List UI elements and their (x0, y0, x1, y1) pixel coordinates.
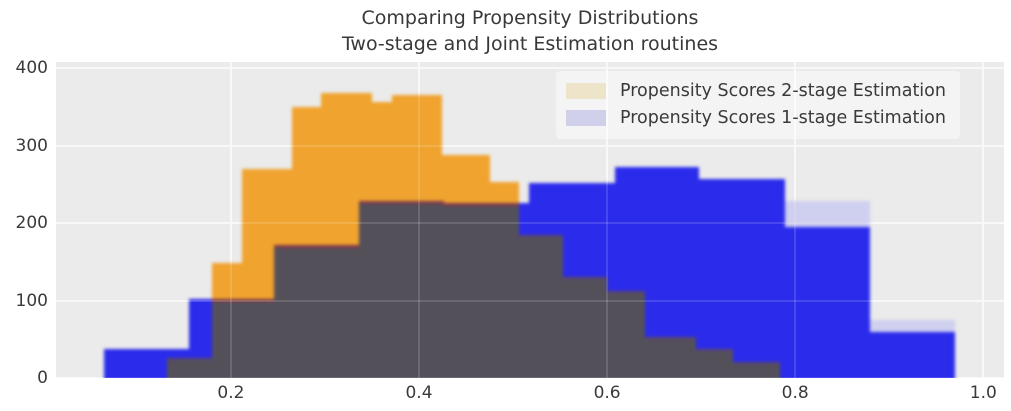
x-tick-label: 1.0 (969, 383, 997, 403)
bar-overlap (699, 348, 734, 378)
overlap-top-edge (607, 291, 615, 295)
gridline-x (606, 62, 609, 378)
legend: Propensity Scores 2-stage Estimation Pro… (556, 71, 960, 139)
bar-overlap (242, 299, 275, 378)
bar-1stage (699, 178, 785, 378)
bar-overlap (441, 200, 445, 378)
overlap-top-edge (699, 348, 734, 352)
gridline-y (56, 144, 1004, 147)
gridline-y (56, 144, 1004, 147)
y-tick-label: 100 (15, 290, 48, 311)
overlap-top-edge (321, 244, 359, 248)
bar-overlap (518, 234, 530, 378)
overlap-top-edge (529, 234, 563, 238)
gridline-x (229, 62, 232, 378)
gridline-y (56, 67, 1004, 70)
overlap-top-edge (274, 244, 293, 248)
gridline-x (229, 62, 232, 378)
bar-overlap (321, 244, 359, 378)
chart-title: Comparing Propensity Distributions Two-s… (56, 5, 1004, 57)
bar-overlap (644, 336, 696, 378)
bar-1stage (784, 226, 870, 378)
gridline-x (418, 62, 421, 378)
chart-title-line1: Comparing Propensity Distributions (361, 7, 699, 29)
overlap-top-edge (188, 357, 213, 361)
overlap-top-edge (358, 200, 372, 204)
legend-swatch-1stage (566, 109, 606, 126)
x-tick-label: 0.4 (405, 383, 433, 403)
bar-overlap (274, 244, 293, 378)
bar-overlap (614, 291, 645, 378)
bar-overlap (489, 202, 519, 378)
legend-item-2stage: Propensity Scores 2-stage Estimation (566, 77, 946, 104)
legend-label-1stage: Propensity Scores 1-stage Estimation (620, 107, 946, 128)
x-tick-label: 0.6 (593, 383, 621, 403)
overlap-top-edge (242, 299, 275, 302)
grid-overlay (56, 62, 1004, 378)
overlap-top-edge (391, 200, 442, 204)
gridline-y (56, 222, 1004, 225)
y-tick-label: 400 (15, 58, 48, 79)
overlap-top-edge (562, 277, 608, 281)
bar-overlap (292, 244, 322, 378)
legend-item-1stage: Propensity Scores 1-stage Estimation (566, 104, 946, 131)
legend-label-2stage: Propensity Scores 2-stage Estimation (620, 80, 946, 101)
bar-overlap (358, 200, 372, 378)
overlap-top-edge (614, 291, 645, 295)
gridline-x (982, 62, 985, 378)
bar-overlap (529, 234, 563, 378)
overlap-top-edge (733, 361, 781, 365)
light-blue-cap (784, 201, 870, 227)
bar-1stage (869, 331, 956, 378)
overlap-top-edge (372, 200, 392, 204)
bar-overlap (212, 299, 243, 378)
overlap-top-edge (695, 348, 700, 352)
gridline-x (982, 62, 985, 378)
bar-overlap (166, 357, 189, 378)
histogram-bars (56, 62, 1004, 378)
overlap-top-edge (292, 244, 322, 248)
overlap-top-edge (518, 234, 530, 238)
plot-area (56, 62, 1004, 378)
chart-title-line2: Two-stage and Joint Estimation routines (341, 33, 719, 55)
overlap-top-edge (166, 357, 189, 361)
overlap-top-edge (644, 336, 696, 340)
bar-overlap (444, 202, 490, 378)
x-tick-label: 0.8 (781, 383, 809, 403)
y-tick-label: 0 (37, 368, 48, 388)
bar-overlap (372, 200, 392, 378)
gridline-x (794, 62, 797, 378)
gridline-y (56, 377, 1004, 378)
gridline-y (56, 67, 1004, 70)
overlap-top-edge (212, 299, 243, 302)
overlap-top-edge (444, 202, 490, 206)
bar-overlap (562, 277, 608, 378)
bar-overlap (695, 348, 700, 378)
bar-overlap (733, 361, 781, 378)
light-blue-cap (869, 319, 956, 332)
overlap-top-edge (489, 202, 519, 206)
y-tick-label: 200 (15, 213, 48, 234)
bar-overlap (188, 357, 213, 378)
bar-overlap (607, 291, 615, 378)
bar-overlap (391, 200, 442, 378)
overlap-top-edge (441, 200, 445, 204)
legend-swatch-2stage (566, 82, 606, 99)
y-tick-label: 300 (15, 135, 48, 156)
x-tick-label: 0.2 (217, 383, 245, 403)
gridline-y (56, 299, 1004, 302)
